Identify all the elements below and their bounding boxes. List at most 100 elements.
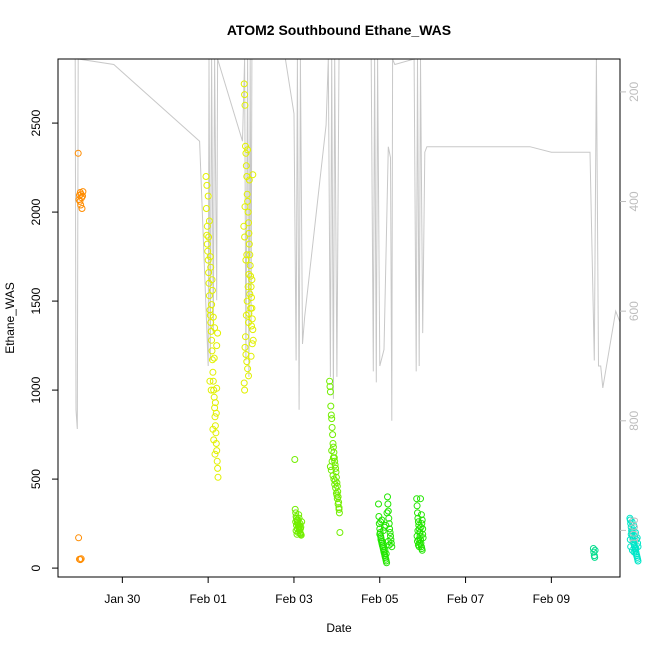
- plot-frame: [57, 58, 621, 578]
- data-point-series-4: [384, 537, 392, 545]
- data-point-series-2: [214, 329, 222, 337]
- data-point-series-3: [291, 505, 299, 513]
- altitude-track-line: [74, 58, 621, 430]
- data-point-series-4: [413, 502, 421, 510]
- data-point-series-3: [293, 530, 301, 538]
- data-point-series-4: [376, 525, 384, 533]
- data-point-series-2: [210, 354, 218, 362]
- x-tick-label: Jan 30: [104, 592, 140, 606]
- data-point-series-2: [242, 333, 249, 341]
- data-point-series-2: [209, 425, 217, 433]
- data-point-series-4: [386, 529, 394, 536]
- data-point-series-2: [240, 222, 248, 230]
- data-point-series-4: [414, 509, 421, 517]
- data-point-series-2: [242, 142, 249, 150]
- data-point-series-3: [292, 527, 300, 535]
- data-point-series-3: [336, 529, 344, 536]
- data-point-series-2: [246, 251, 254, 259]
- data-point-series-6: [634, 543, 642, 551]
- data-point-series-2: [207, 263, 215, 271]
- data-point-series-2: [245, 240, 253, 248]
- data-point-series-2: [203, 231, 211, 239]
- data-point-series-2: [244, 365, 252, 373]
- data-point-series-4: [415, 536, 423, 544]
- data-point-series-4: [418, 520, 426, 528]
- data-point-series-2: [245, 319, 252, 326]
- data-point-series-6: [630, 521, 638, 529]
- data-point-series-3: [335, 505, 343, 513]
- data-point-series-3: [326, 388, 334, 396]
- data-point-series-6: [634, 557, 642, 565]
- data-point-series-2: [245, 219, 252, 227]
- data-point-series-2: [241, 386, 249, 394]
- data-point-series-4: [415, 543, 423, 551]
- data-point-series-4: [414, 514, 422, 522]
- data-point-series-2: [249, 326, 257, 334]
- data-point-series-2: [243, 190, 251, 198]
- data-point-series-6: [634, 539, 642, 547]
- y-tick-label: 1000: [29, 376, 43, 403]
- data-point-series-4: [381, 523, 388, 531]
- data-point-series-4: [383, 559, 391, 567]
- data-point-series-2: [242, 256, 250, 264]
- data-point-series-2: [213, 447, 221, 455]
- data-point-series-1: [77, 555, 85, 563]
- data-point-series-3: [334, 488, 342, 496]
- x-tick-label: Feb 09: [533, 592, 571, 606]
- data-point-series-2: [241, 343, 249, 351]
- data-point-series-2: [240, 379, 248, 387]
- data-point-series-3: [331, 477, 339, 485]
- data-point-series-3: [333, 495, 341, 503]
- x-tick-label: Feb 05: [361, 592, 399, 606]
- data-point-series-4: [377, 534, 385, 542]
- data-point-series-2: [209, 368, 217, 376]
- y2-tick-label: 200: [627, 82, 641, 102]
- y-tick-label: 500: [29, 469, 43, 489]
- data-point-series-2: [242, 162, 250, 170]
- data-point-series-2: [246, 290, 254, 298]
- data-point-series-4: [379, 527, 387, 535]
- x-axis-title: Date: [326, 621, 352, 635]
- data-point-series-3: [329, 443, 337, 451]
- data-point-series-3: [329, 431, 337, 439]
- data-point-series-6: [633, 534, 641, 542]
- data-point-series-4: [385, 541, 393, 549]
- data-point-series-2: [202, 205, 210, 212]
- data-point-series-3: [298, 518, 306, 526]
- data-point-series-5: [589, 545, 597, 552]
- data-point-series-2: [243, 251, 251, 259]
- data-point-series-3: [328, 415, 336, 423]
- y2-tick-label: 1000: [627, 517, 641, 544]
- data-point-series-2: [208, 347, 216, 355]
- data-point-series-3: [328, 457, 336, 465]
- y2-tick-label: 400: [627, 191, 641, 211]
- data-point-series-4: [417, 511, 425, 519]
- x-tick-label: Feb 03: [275, 592, 313, 606]
- data-point-series-3: [332, 484, 340, 492]
- data-point-series-2: [245, 176, 253, 184]
- data-point-series-3: [328, 447, 336, 455]
- x-tick-label: Feb 01: [189, 592, 227, 606]
- y2-tick-label: 600: [627, 301, 641, 321]
- data-point-series-2: [242, 149, 250, 157]
- data-point-series-4: [413, 532, 421, 540]
- data-point-series-2: [243, 358, 251, 366]
- data-point-series-2: [246, 262, 254, 269]
- data-point-series-2: [245, 229, 253, 237]
- data-point-series-5: [591, 546, 599, 554]
- data-point-series-2: [245, 310, 253, 317]
- data-point-series-2: [211, 413, 219, 421]
- data-point-series-2: [205, 217, 213, 225]
- data-point-series-2: [244, 283, 252, 291]
- data-point-series-1: [76, 556, 84, 564]
- y-axis-title: Ethane_WAS: [3, 282, 17, 354]
- data-point-series-2: [244, 146, 252, 154]
- data-point-series-4: [414, 527, 422, 535]
- data-point-series-2: [213, 384, 221, 392]
- data-point-series-2: [208, 301, 216, 309]
- data-point-series-6: [626, 536, 634, 544]
- data-point-series-4: [419, 525, 427, 533]
- data-point-series-4: [417, 495, 424, 503]
- data-point-series-4: [416, 539, 424, 547]
- data-point-series-2: [203, 240, 211, 248]
